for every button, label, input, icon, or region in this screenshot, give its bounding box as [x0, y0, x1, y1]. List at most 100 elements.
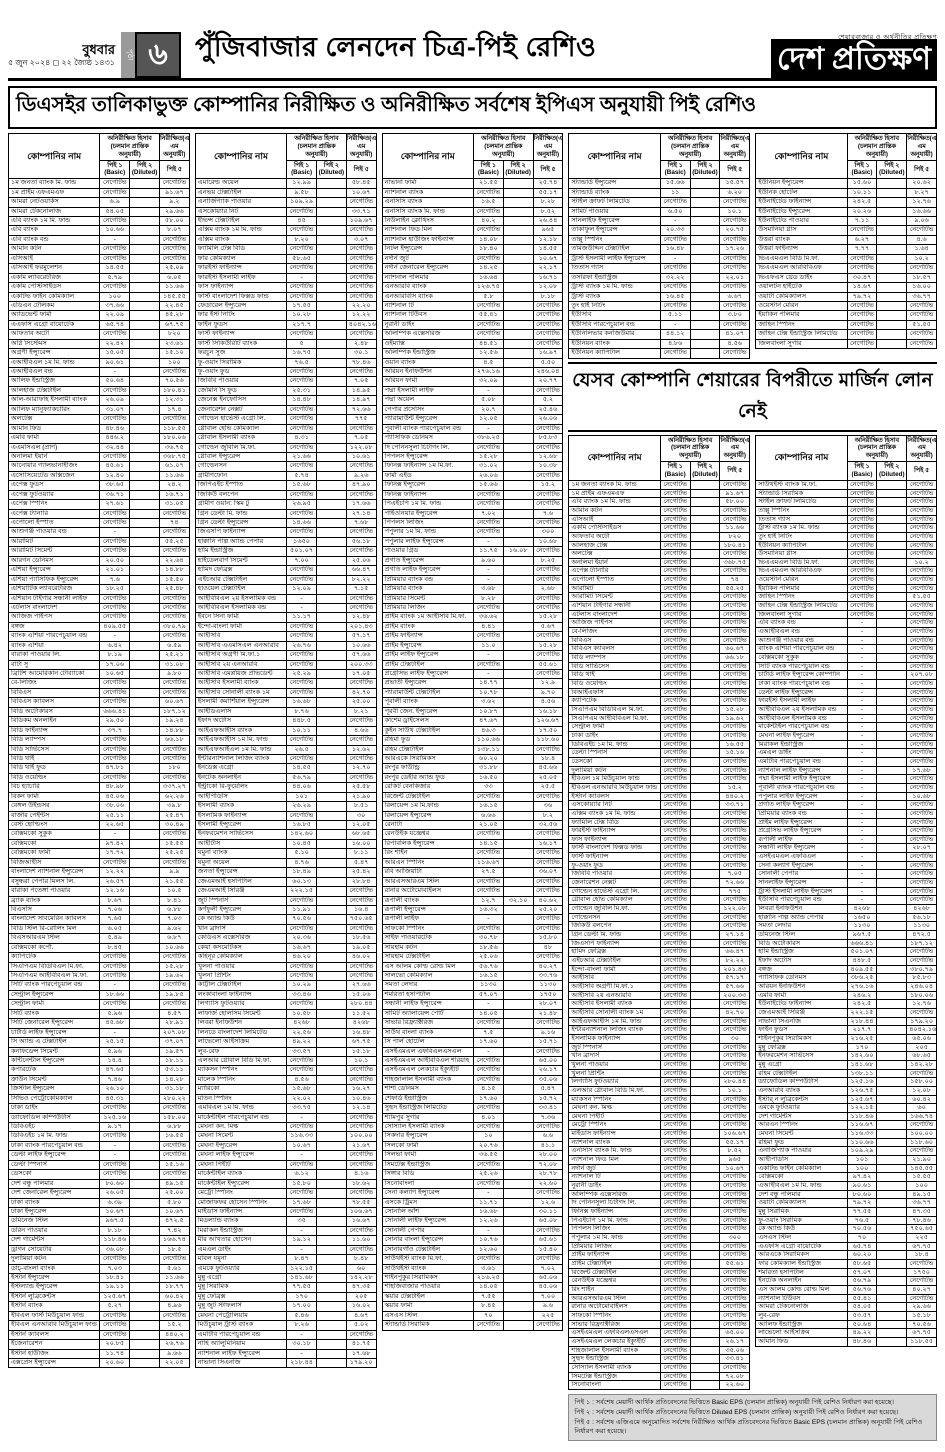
- company-name-cell: মেঘনা পিইটি: [194, 1159, 288, 1171]
- pe-value-cell: [129, 348, 160, 359]
- table-row: দেশ বন্ধু পলিমার ৮০.৬০ ৪৯.১৫: [755, 1189, 937, 1200]
- pe-value-cell: [315, 367, 347, 378]
- table-row: প্রিমিয়ার লিজিং নেগেটিভ নেগেটিভ: [381, 602, 564, 614]
- pe-value-cell: [689, 895, 721, 906]
- pe-value-cell: ১০৬.৬৭: [345, 1206, 377, 1218]
- table-row: প্যাসিফিক ডেনিমস ৩৮৬.২৫ ৮৫.৮৩: [755, 973, 937, 983]
- pe-value-cell: ৬০.২০: [472, 753, 504, 765]
- pe-value-cell: [689, 206, 721, 218]
- pe-value-cell: ৪৪.১২: [659, 329, 691, 340]
- company-name-cell: বিআইএফসি: [568, 687, 661, 698]
- pe-value-cell: নেগেটিভ: [719, 263, 751, 274]
- pe-value-cell: নেগেটিভ: [906, 523, 937, 533]
- pe-value-cell: ১৬.৬৭: [286, 942, 317, 954]
- company-name-cell: বিডি থাই: [568, 670, 661, 680]
- pe-value-cell: ৭.৪২: [158, 1225, 190, 1237]
- pe-value-cell: ৪৮.৯৮: [99, 782, 131, 793]
- pe-value-cell: ৮.২৫: [532, 555, 564, 567]
- company-name-cell: আলহাজ টেক্সটাইল: [7, 385, 101, 397]
- table-row: সানলাইফ ইন্স্যুরেন্স - নেগেটিভ: [755, 878, 937, 888]
- pe-value-cell: ৯.২৬: [345, 470, 377, 482]
- pe-value-cell: ১৪.২৫: [472, 263, 504, 274]
- table-row: অনলিমা ইয়ার্ন নেগেটিভ ৩৬৮.৭৫: [568, 557, 751, 568]
- pe-value-cell: নেগেটিভ: [719, 1016, 751, 1027]
- pe-value-cell: নেগেটিভ: [719, 282, 751, 293]
- pe-value-cell: ২০০.৩৩: [719, 990, 751, 1001]
- company-name-cell: হামি ইন্ডাস্ট্রিজ: [194, 546, 288, 557]
- pe-value-cell: [315, 980, 347, 991]
- pe-value-cell: [129, 461, 160, 472]
- company-name-cell: বিডিকম অনলাইন: [7, 716, 101, 727]
- pe-value-cell: ৪৫.৩১: [99, 1093, 131, 1105]
- table-row: মেঘনা সিমেন্ট ১১৬.৩৩ ১০০.০০: [755, 1129, 937, 1139]
- pe1-header: পিই ১ (Basic): [472, 159, 504, 180]
- pe-value-cell: ১০.৬৫: [99, 669, 131, 680]
- pe-value-cell: ১০.৬৭: [99, 1206, 131, 1218]
- pe-value-cell: ৪৬.০২: [345, 952, 377, 963]
- company-name-cell: পপুলার ১ম মি. ফান্ড: [381, 527, 474, 538]
- table-row: গ্লোবাল ইন্স্যুরেন্স ২১.৬৬ ১০.৬১: [194, 451, 377, 463]
- pe-value-cell: নেগেটিভ: [659, 704, 691, 715]
- pe-value-cell: ১০.৬৬: [158, 942, 190, 954]
- company-name-header: কোম্পানির নাম: [568, 434, 661, 481]
- pe-value-cell: ৭.৬৮: [345, 518, 377, 529]
- company-name-cell: এসএস স্টিল: [381, 1310, 474, 1322]
- pe-value-cell: নেগেটিভ: [719, 300, 751, 312]
- pe-value-cell: ৮.২৬: [286, 1320, 317, 1331]
- table-row: সেনা কল্যাণ ইন্স্যুরেন্স - নেগেটিভ: [755, 860, 937, 871]
- table-row: গ্রিন ডেল্টা মি. ফান্ড নেগেটিভ ২৭.১৪: [568, 930, 751, 940]
- table-row: সিএপিএম আইবিবিএল মি.ফা. নেগেটিভ ১৯.৬২: [568, 713, 751, 724]
- pe-value-cell: ৩৬.৬২: [472, 612, 504, 623]
- pe-value-cell: [876, 1007, 908, 1018]
- company-name-cell: সোনালী পেপার: [381, 1225, 474, 1237]
- pe-value-cell: ১০: [472, 1131, 504, 1142]
- table-row: গোল্ডেন হার্ভেস্ট এগ্রো লি. নেগেটিভ ৭৭৫: [568, 886, 751, 897]
- pe-value-cell: [689, 197, 721, 208]
- pe-value-cell: নেগেটিভ: [345, 1065, 377, 1076]
- table-row: ডেসকো নেগেটিভ নেগেটিভ: [7, 1169, 190, 1180]
- pe-value-cell: নেগেটিভ: [659, 1077, 691, 1087]
- pe-value-cell: ২১৭.৭: [286, 319, 317, 331]
- table-row: আমরা নেটওয়ার্কস ৬.৯ ৯.২: [7, 197, 190, 208]
- pe-value-cell: ৭০.৫৬: [846, 1224, 878, 1234]
- pe-value-cell: [315, 433, 347, 444]
- pe-value-cell: [315, 1140, 347, 1152]
- pe-value-cell: নেগেটিভ: [659, 348, 691, 359]
- table-row: মেঘনা ইন্স্যুরেন্স ১০.৬৭ ২১.৬৭: [194, 1140, 377, 1152]
- pe-value-cell: [315, 753, 347, 765]
- pe-value-cell: [689, 1276, 721, 1286]
- table-row: আইবিবিএল ২য় ইসলামিক বন্ড - নেগেটিভ: [755, 704, 937, 715]
- table-row: নুরানী ডাইং নেগেটিভ নেগেটিভ: [568, 1181, 751, 1191]
- company-name-cell: এআইবিএল বন্ড: [7, 367, 101, 378]
- table-row: ইসলামিক ফাইন্যান্স নেগেটিভ ৩০: [194, 810, 377, 822]
- pe-value-cell: ১২২.০৮: [719, 904, 751, 914]
- pe-value-cell: [502, 423, 534, 435]
- pe-value-cell: নেগেটিভ: [532, 565, 564, 576]
- pe-value-cell: নেগেটিভ: [286, 631, 317, 642]
- pe-value-cell: [876, 1042, 908, 1053]
- table-row: উত্তরা ব্যাংক ৬.২৭ ৪.৬: [755, 234, 937, 246]
- company-name-cell: বিবিএস: [7, 687, 101, 699]
- pe-value-cell: ৬.৬৭: [719, 291, 751, 303]
- pe-value-cell: ৮০.৬০: [99, 1178, 131, 1190]
- pe-value-cell: ১০.৩৮: [532, 461, 564, 472]
- table-row: ড্যাফোডিল কম্পিউটার্স ১২৫.১৬ ১৫৮.০০: [755, 1077, 937, 1087]
- pe-value-cell: ২৫.২৫: [158, 848, 190, 859]
- table-row: ফিনিক্স ইন্স্যুরেন্স ১৫.৬৬ ১৫.২: [381, 480, 564, 491]
- pe-value-cell: [129, 716, 160, 727]
- pe-value-cell: [502, 216, 534, 227]
- company-name-cell: ডমিনেজ স্টিল: [755, 930, 848, 940]
- pe-value-cell: ১২৬.৭৫: [472, 282, 504, 293]
- pe-value-cell: নেগেটিভ: [659, 1362, 691, 1373]
- pe-value-cell: [502, 1254, 534, 1265]
- pe-value-cell: ১৯.৫৭: [158, 1046, 190, 1058]
- pe-value-cell: ৬৫.০৬: [532, 1273, 564, 1284]
- pe-value-cell: ৪০.২: [472, 216, 504, 227]
- pe-value-cell: ১০০: [158, 357, 190, 369]
- pe-value-cell: -: [472, 914, 504, 925]
- pe-value-cell: ১২.৬২: [345, 744, 377, 756]
- pe-value-cell: নেগেটিভ: [846, 225, 878, 236]
- pe-value-cell: নেগেটিভ: [906, 1293, 937, 1304]
- table-row: মালেক স্পিনিং ৪.৫৬ নেগেটিভ: [194, 1074, 377, 1086]
- pe-value-cell: ৭৭৫: [719, 886, 751, 897]
